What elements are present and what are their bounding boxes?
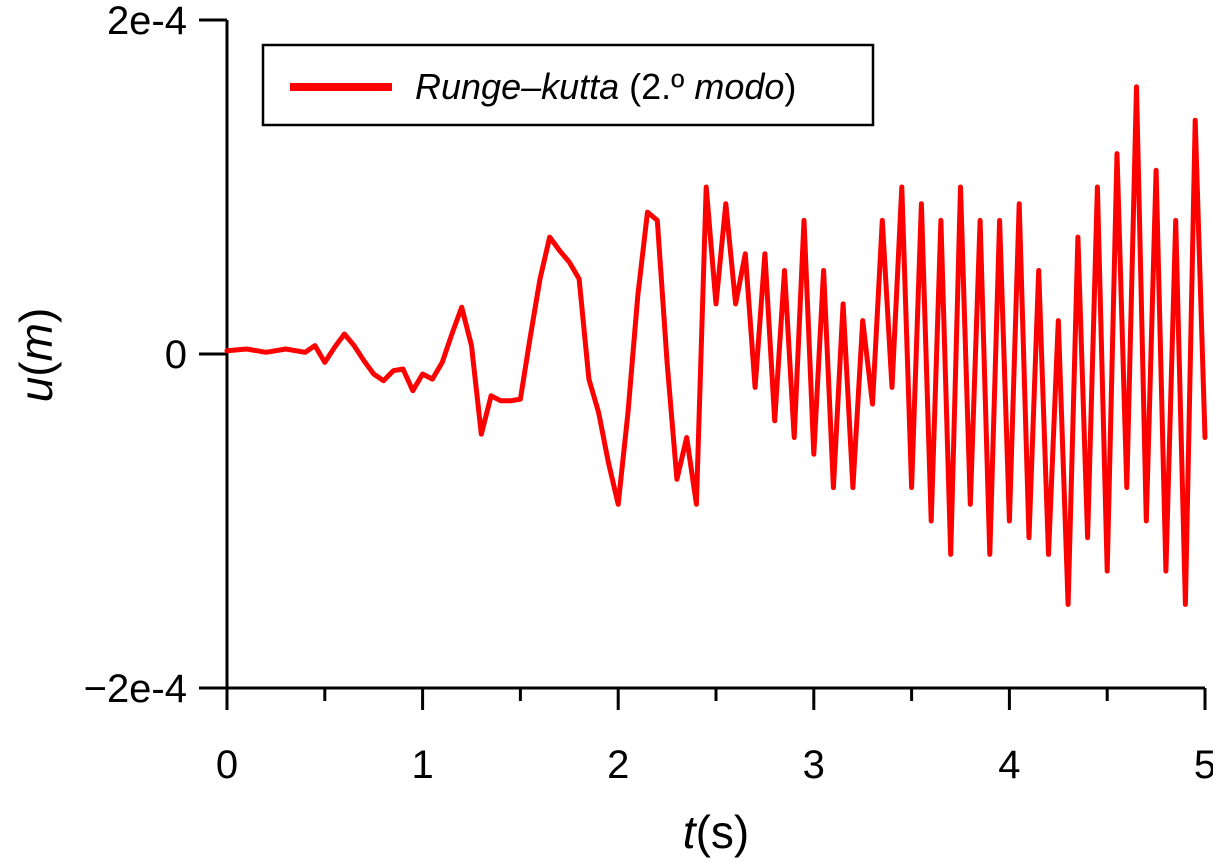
legend-label: Runge–kutta (2.º modo) [415,66,796,107]
legend-label-mode: modo [694,66,784,107]
legend: Runge–kutta (2.º modo) [261,43,875,127]
y-tick-label: −2e-4 [84,667,187,711]
x-tick-label: 0 [216,743,238,787]
series-group [224,84,1208,607]
legend-label-method: Runge–kutta [415,66,619,107]
legend-label-mid: (2.º [619,66,694,107]
x-tick-label: 4 [998,743,1020,787]
y-axis-title-unit: m [10,323,62,361]
series-line [224,84,1208,607]
y-tick-label: 2e-4 [107,0,187,43]
x-tick-label: 2 [607,743,629,787]
x-ticks: 0 1 2 3 4 5 [216,688,1213,787]
legend-label-end: ) [784,66,796,107]
y-axis-title-open: ( [10,361,62,377]
y-axis-title-close: ) [10,308,62,323]
y-tick-label: 0 [165,333,187,377]
x-axis-title-var: t [683,806,698,858]
x-tick-label: 5 [1194,743,1213,787]
y-axis-title-var: u [10,377,62,403]
x-tick-label: 1 [411,743,433,787]
x-axis-title: t(s) [683,806,749,858]
x-axis-title-unit: (s) [696,806,750,858]
y-axis-title: u(m) [10,308,62,403]
y-ticks: 2e-4 0 −2e-4 [84,0,227,711]
x-tick-label: 3 [803,743,825,787]
